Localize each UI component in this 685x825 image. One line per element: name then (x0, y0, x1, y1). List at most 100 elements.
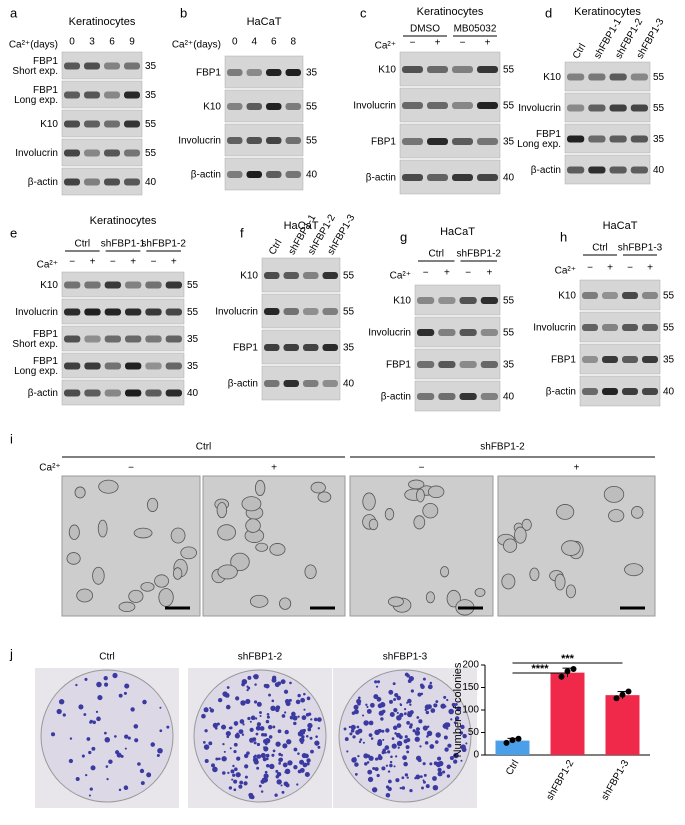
colony (343, 727, 347, 731)
colony (460, 759, 463, 762)
panel-title: Keratinocytes (69, 16, 136, 28)
lane-label: + (647, 263, 653, 274)
colony (256, 722, 262, 727)
mw-marker: 40 (145, 177, 157, 188)
colony (409, 723, 413, 727)
band (64, 91, 80, 99)
mw-marker: 40 (503, 392, 515, 403)
colony (267, 724, 273, 730)
group-label: Ctrl (75, 239, 91, 250)
colony (260, 790, 264, 793)
band (588, 104, 606, 112)
band (477, 138, 498, 145)
row-label: β-actin (366, 173, 396, 184)
band (303, 344, 319, 351)
band (609, 104, 627, 112)
mw-marker: 55 (503, 101, 515, 112)
colony (391, 737, 395, 740)
row-label: K10 (393, 296, 411, 307)
colony (222, 771, 226, 775)
colony (201, 713, 206, 719)
panel-letter: c (360, 5, 367, 20)
colony (103, 676, 108, 681)
colony (305, 735, 309, 738)
colony (261, 733, 265, 737)
mw-marker: 40 (653, 165, 665, 176)
colony (276, 771, 282, 777)
colony (238, 784, 243, 789)
row-label: Involucrin (353, 101, 396, 112)
colony (409, 703, 412, 706)
colony (250, 794, 255, 800)
band (438, 361, 456, 368)
colony (305, 712, 310, 717)
colony (92, 720, 97, 725)
band (104, 389, 121, 397)
cell (241, 496, 262, 512)
colony (401, 776, 405, 780)
colony (412, 729, 416, 733)
cell (427, 485, 445, 499)
condition-label: Ca²⁺ (375, 41, 396, 52)
colony (202, 740, 206, 744)
colony (376, 773, 380, 778)
colony (139, 768, 145, 774)
data-point (509, 737, 516, 744)
colony (266, 715, 270, 719)
colony (399, 786, 402, 790)
colony (363, 753, 369, 759)
colony (407, 711, 413, 718)
mw-marker: 55 (503, 328, 515, 339)
band (84, 281, 101, 289)
colony (295, 699, 301, 705)
lane-label: 3 (89, 37, 95, 48)
colony (226, 686, 230, 689)
panel-letter: j (9, 646, 13, 661)
colony (105, 765, 109, 768)
colony (358, 740, 362, 744)
colony (262, 777, 265, 780)
colony (393, 765, 396, 768)
colony (396, 711, 399, 715)
cell (310, 481, 326, 494)
colony (432, 784, 439, 791)
colony (309, 736, 313, 740)
colony (232, 773, 236, 777)
colony (300, 697, 306, 703)
colony (301, 735, 305, 739)
colony (422, 725, 428, 731)
mw-marker: 35 (306, 68, 318, 79)
colony (385, 792, 391, 798)
band (64, 308, 81, 316)
mw-marker: 35 (145, 61, 157, 72)
colony (392, 725, 398, 731)
colony (460, 744, 466, 750)
colony (260, 752, 266, 759)
colony (374, 757, 379, 761)
colony (285, 701, 291, 707)
panel-title: HaCaT (440, 226, 475, 238)
colony (95, 710, 99, 714)
lane-label: + (435, 38, 441, 49)
lane-label: 8 (290, 37, 296, 48)
colony (271, 753, 275, 757)
band (402, 138, 423, 145)
cell (97, 519, 108, 538)
band (227, 171, 243, 178)
band (622, 292, 638, 299)
colony (381, 729, 385, 733)
colony (280, 784, 283, 787)
colony (446, 727, 449, 730)
bar (605, 695, 640, 755)
colony (303, 708, 306, 711)
mw-marker: 55 (306, 102, 318, 113)
band (125, 335, 142, 343)
colony (317, 745, 321, 749)
colony (235, 772, 241, 778)
colony (394, 692, 399, 698)
colony (215, 757, 219, 761)
lane-label: − (465, 268, 471, 279)
plate (193, 669, 327, 803)
colony (249, 737, 255, 743)
mw-marker: 55 (343, 307, 355, 318)
